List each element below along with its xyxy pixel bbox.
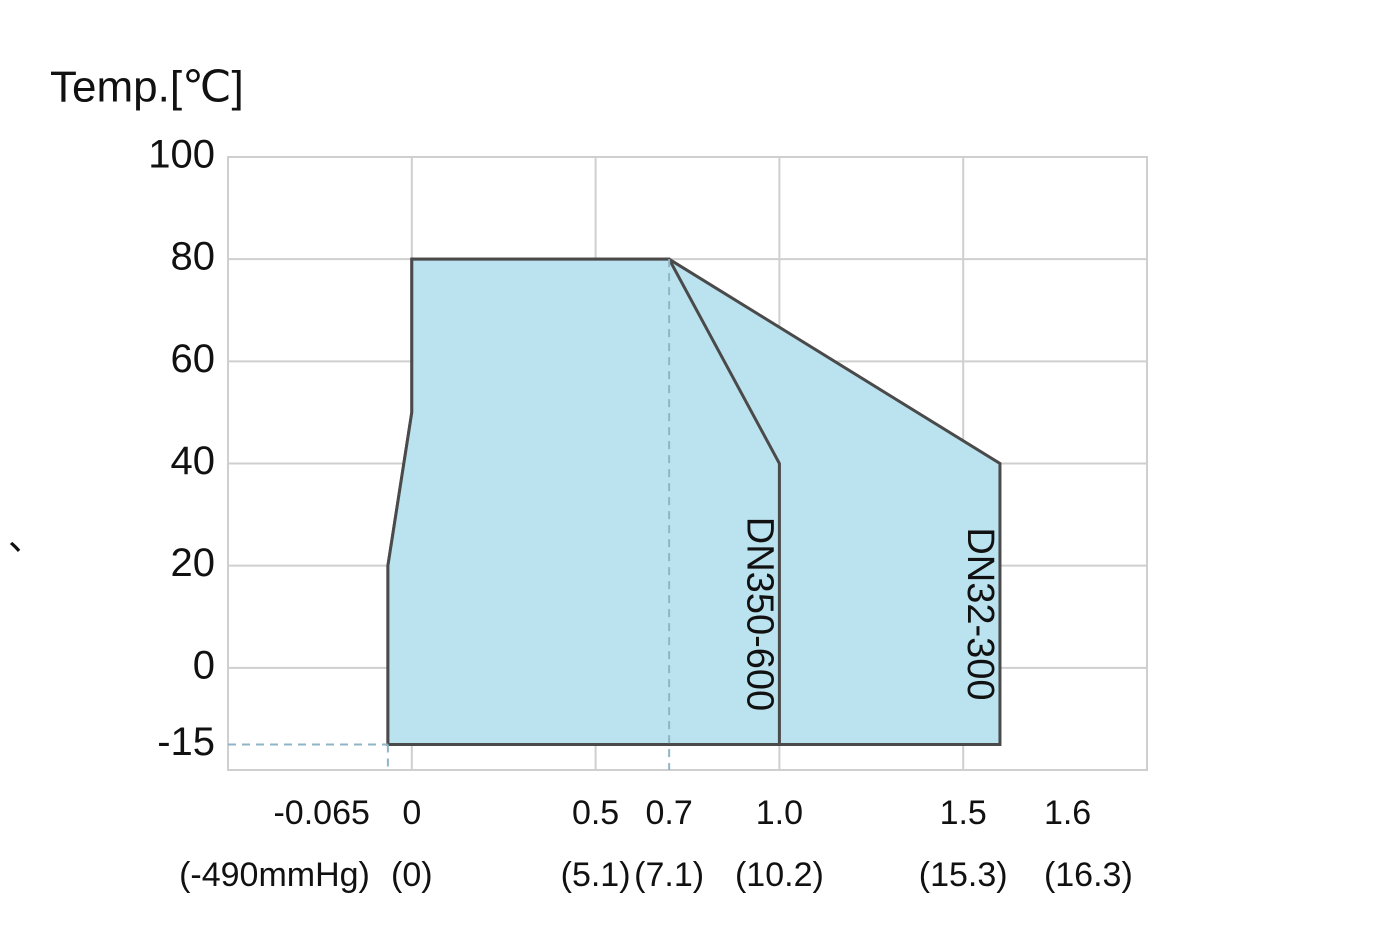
y-axis-label: Temp.[℃]	[50, 63, 244, 112]
x-tick-label: 0.7	[645, 794, 692, 832]
y-tick-label: 60	[171, 337, 216, 381]
region	[386, 257, 781, 746]
y-tick-label: 0	[193, 643, 215, 687]
x-tick-label: 1.6	[1044, 794, 1091, 832]
x-tick-label: -0.065	[273, 794, 369, 832]
x-tick-sublabel: (0)	[391, 856, 433, 894]
y-tick-label: 20	[171, 541, 216, 585]
x-tick-sublabel: (16.3)	[1044, 856, 1133, 894]
annotation: 、	[8, 517, 44, 558]
series-label: DN32-300	[959, 527, 1001, 700]
x-tick-label: 1.5	[940, 794, 987, 832]
x-tick-label: 1.0	[756, 794, 803, 832]
y-tick-label: 100	[148, 133, 215, 177]
y-tick-label: 80	[171, 235, 216, 279]
y-tick-label: 40	[171, 439, 216, 483]
x-tick-sublabel: (-490mmHg)	[179, 856, 370, 894]
series-label: DN350-600	[738, 517, 780, 711]
x-tick-sublabel: (7.1)	[634, 856, 704, 894]
x-tick-label: 0	[402, 794, 421, 832]
x-tick-sublabel: (15.3)	[919, 856, 1008, 894]
y-tick-label: -15	[157, 720, 215, 764]
x-tick-sublabel: (10.2)	[735, 856, 824, 894]
x-tick-sublabel: (5.1)	[561, 856, 631, 894]
x-tick-label: 0.5	[572, 794, 619, 832]
